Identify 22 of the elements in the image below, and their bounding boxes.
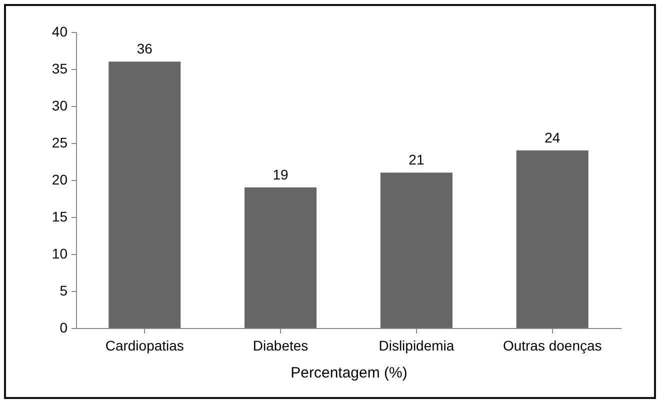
bar — [516, 150, 588, 328]
y-tick-label: 30 — [52, 98, 68, 114]
y-tick-label: 5 — [60, 282, 68, 298]
data-label: 21 — [408, 152, 424, 168]
y-tick-label: 40 — [52, 24, 68, 40]
x-tick-label: Dislipidemia — [378, 338, 454, 354]
bar — [244, 187, 317, 328]
y-tick-label: 10 — [52, 246, 68, 262]
x-axis-title: Percentagem (%) — [290, 364, 408, 382]
data-label: 24 — [544, 129, 560, 146]
bar — [380, 172, 452, 328]
y-tick-label: 20 — [52, 172, 68, 188]
x-tick-label: Diabetes — [252, 338, 308, 354]
y-tick-label: 35 — [52, 60, 68, 76]
y-tick-label: 15 — [52, 208, 68, 224]
x-tick-label: Cardiopatias — [105, 338, 184, 354]
bar — [108, 62, 181, 328]
x-tick-label: Outras doenças — [502, 338, 602, 354]
y-tick-label: 0 — [60, 320, 68, 336]
data-label: 19 — [272, 166, 289, 182]
data-label: 36 — [136, 40, 153, 57]
y-tick-label: 25 — [52, 134, 68, 150]
